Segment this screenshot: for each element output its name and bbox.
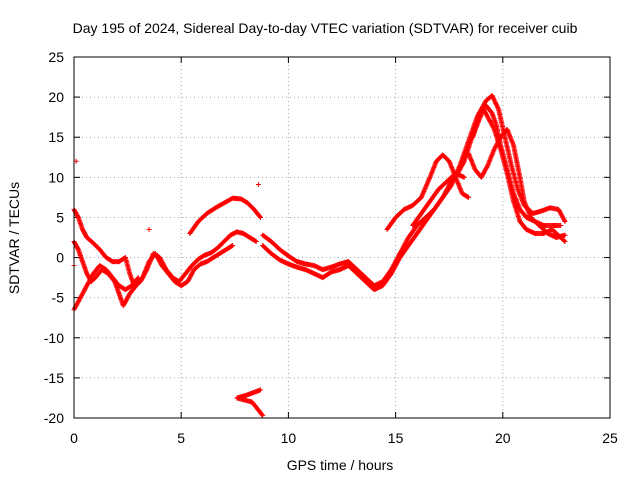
data-layer [71,93,568,419]
series-trace-d [187,195,264,236]
x-tick-label: 20 [495,430,511,446]
data-point [494,104,500,110]
data-point [490,94,496,100]
data-point [562,232,568,238]
data-point [258,214,264,220]
data-point [255,182,261,188]
data-point [494,103,500,109]
y-tick-label: 5 [56,209,64,225]
series-outliers [71,158,261,269]
data-point [75,213,81,219]
data-point [491,96,497,102]
data-point [484,163,490,169]
x-tick-label: 0 [70,430,78,446]
y-tick-label: -15 [44,370,64,386]
y-tick-label: 25 [48,49,64,65]
series-trace-h [384,152,471,232]
y-tick-label: -10 [44,330,64,346]
data-point [259,412,265,418]
data-point [493,102,499,108]
x-axis-label: GPS time / hours [287,457,394,473]
y-tick-label: 20 [48,89,64,105]
data-point [490,95,496,101]
data-point [135,276,141,282]
data-point [465,194,471,200]
x-tick-label: 15 [388,430,404,446]
data-point [260,413,266,419]
data-point [253,239,259,245]
y-tick-label: 10 [48,169,64,185]
data-point [492,99,498,105]
y-axis-label: SDTVAR / TECUs [6,182,22,294]
data-point [252,238,258,244]
data-point [229,243,235,249]
chart-title: Day 195 of 2024, Sidereal Day-to-day VTE… [73,20,578,36]
data-point [558,222,564,228]
data-point [562,218,568,224]
data-point [561,238,567,244]
grid-layer [74,57,610,418]
data-point [489,93,495,99]
data-point [492,98,498,104]
data-point [561,217,567,223]
data-point [75,246,81,252]
data-point [135,275,141,281]
y-tick-label: -5 [52,290,65,306]
data-point [495,105,501,111]
data-point [257,214,263,220]
y-tick-label: 0 [56,250,64,266]
series-trace-e [234,387,266,419]
x-tick-label: 25 [602,430,618,446]
y-tick-label: -20 [44,410,64,426]
x-tick-label: 5 [177,430,185,446]
data-point [461,174,467,180]
data-point [493,100,499,106]
data-point [562,239,568,245]
tick-layer: 0 5 10 15 20 25 -20 -15 -10 -5 0 5 10 15 20 25 [44,49,618,446]
data-point [230,243,236,249]
data-point [491,97,497,103]
data-point [465,194,471,200]
series-trace-c [71,263,141,313]
x-tick-label: 10 [281,430,297,446]
y-tick-label: 15 [48,129,64,145]
data-point [461,159,467,165]
data-point [146,226,152,232]
plot-frame [73,56,611,419]
series-trace-k [410,170,467,228]
series-trace-j [465,126,568,240]
